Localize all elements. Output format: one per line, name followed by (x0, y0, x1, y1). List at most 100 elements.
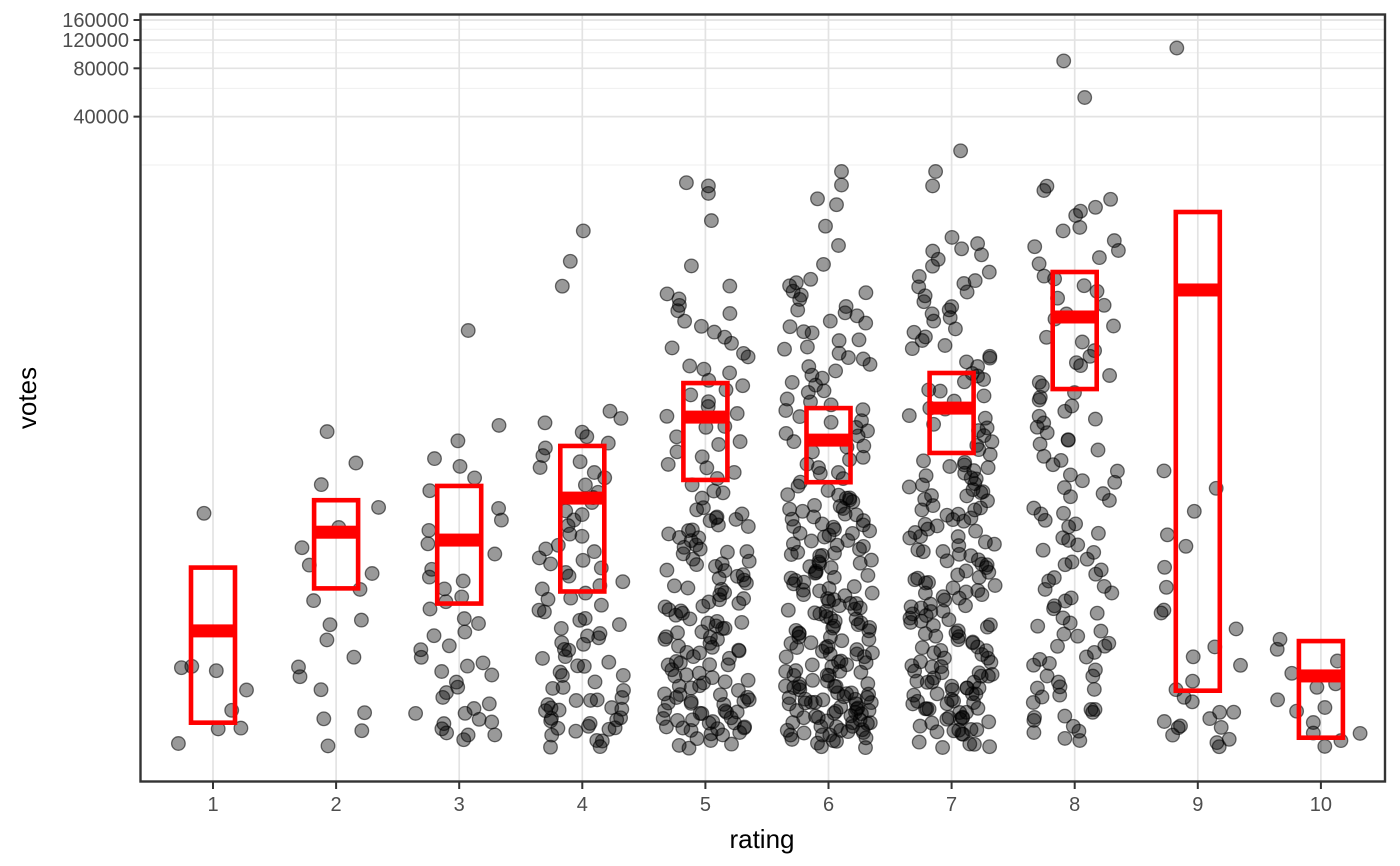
crossbar-middle-band (560, 491, 605, 505)
data-point (593, 597, 609, 613)
data-point (785, 536, 801, 552)
data-point (722, 365, 738, 381)
x-tick-label: 6 (823, 794, 834, 816)
data-point (1068, 355, 1084, 371)
data-point (661, 526, 677, 542)
data-point (700, 615, 716, 631)
data-point (1106, 233, 1122, 249)
data-point (1039, 178, 1055, 194)
data-point (932, 383, 948, 399)
data-point (553, 620, 569, 636)
data-point (807, 497, 822, 513)
data-point (981, 714, 997, 730)
data-point (1170, 720, 1186, 736)
data-point (736, 345, 751, 361)
data-point (568, 693, 584, 708)
data-point (959, 284, 975, 300)
data-point (538, 541, 554, 557)
data-point (963, 548, 979, 564)
data-point (575, 223, 591, 239)
data-point (957, 465, 973, 481)
data-point (1289, 703, 1305, 719)
data-point (925, 178, 941, 194)
data-point (694, 490, 710, 506)
data-point (849, 646, 865, 662)
data-point (577, 610, 593, 626)
data-point (616, 682, 631, 698)
crossbar-rating-3 (434, 483, 484, 606)
data-point (739, 544, 755, 560)
data-point (613, 410, 629, 426)
data-point (457, 705, 473, 721)
data-point (1087, 411, 1103, 427)
data-point (659, 286, 675, 302)
data-point (788, 622, 804, 638)
data-point (915, 477, 930, 493)
data-point (554, 635, 570, 651)
data-point (491, 500, 507, 516)
data-point (694, 706, 710, 722)
data-point (1055, 610, 1071, 626)
data-point (779, 391, 795, 407)
data-point (457, 624, 473, 640)
data-point (1053, 452, 1069, 468)
data-point (658, 629, 674, 645)
data-point (1156, 602, 1172, 618)
data-point (208, 663, 224, 679)
data-point (586, 544, 602, 560)
data-point (729, 568, 745, 584)
x-tick-label: 5 (700, 794, 711, 816)
data-point (1026, 500, 1042, 516)
data-point (822, 629, 838, 645)
data-point (849, 308, 865, 324)
data-point (968, 523, 984, 539)
data-point (924, 306, 940, 322)
data-point (906, 687, 922, 703)
data-point (777, 341, 792, 357)
data-point (587, 674, 603, 690)
data-point (827, 545, 842, 561)
data-point (700, 178, 716, 194)
data-point (1027, 239, 1043, 255)
crossbar-rating-6 (804, 405, 853, 485)
crossbar-rating-7 (927, 370, 976, 456)
data-point (963, 722, 979, 737)
data-point (691, 665, 707, 681)
data-point (466, 701, 482, 716)
data-point (1107, 474, 1123, 490)
data-point (1093, 562, 1109, 578)
data-point (974, 587, 990, 603)
y-tick-label: 160000 (62, 10, 129, 32)
data-point (942, 459, 958, 474)
data-point (1055, 223, 1071, 239)
data-point (294, 540, 310, 556)
data-point (1050, 674, 1066, 690)
data-point (849, 642, 865, 658)
data-point (956, 276, 972, 291)
data-point (1056, 53, 1072, 69)
data-point (902, 530, 918, 546)
data-point (1185, 673, 1201, 689)
data-point (811, 460, 826, 476)
data-point (851, 332, 867, 348)
data-point (460, 727, 476, 743)
data-point (1032, 389, 1048, 405)
data-point (953, 143, 969, 159)
data-point (916, 294, 932, 310)
data-point (594, 733, 610, 749)
crossbar-box (1173, 209, 1223, 693)
data-point (831, 333, 847, 349)
data-point (566, 512, 582, 528)
data-point (1106, 318, 1121, 334)
crossbar-rating-2 (311, 497, 361, 591)
data-point (1158, 579, 1174, 595)
data-point (532, 460, 548, 475)
data-point (721, 650, 737, 666)
data-point (981, 264, 997, 280)
data-point (459, 658, 475, 674)
data-point (788, 275, 804, 291)
data-point (967, 273, 983, 289)
data-point (740, 672, 756, 688)
data-point (901, 479, 917, 495)
